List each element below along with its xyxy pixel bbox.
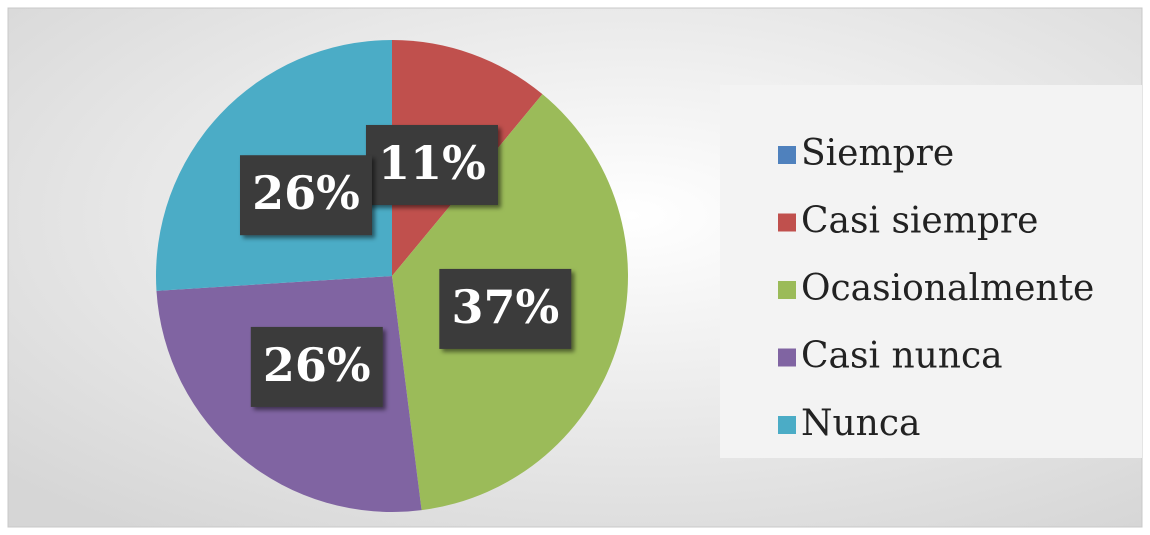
data-label-box [250, 326, 383, 407]
legend-swatch [778, 416, 796, 434]
data-label: 11% [378, 136, 486, 190]
data-label-box [365, 124, 498, 205]
data-label-box [239, 155, 372, 236]
legend-label: Ocasionalmente [801, 268, 1094, 309]
legend-swatch [778, 348, 796, 367]
legend-label: Casi nunca [801, 336, 1003, 377]
legend-label: Casi siempre [801, 201, 1038, 242]
data-label-box [439, 268, 572, 349]
legend-label: Siempre [801, 133, 954, 174]
data-label: 26% [263, 338, 371, 392]
legend-swatch [778, 146, 796, 164]
legend: Siempre Casi siempre Ocasionalmente Casi nu… [778, 133, 1094, 444]
legend-swatch [778, 281, 796, 299]
data-label: 26% [252, 166, 360, 220]
legend-swatch [778, 213, 796, 232]
data-labels: 11% 37% 26% 26% [239, 124, 572, 407]
legend-label: Nunca [801, 403, 921, 444]
data-label: 37% [451, 280, 559, 334]
